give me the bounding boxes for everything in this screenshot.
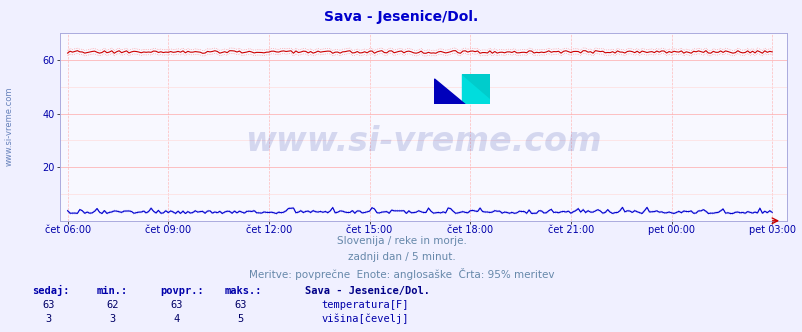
Text: 4: 4 (173, 314, 180, 324)
Polygon shape (434, 79, 464, 105)
Text: Sava - Jesenice/Dol.: Sava - Jesenice/Dol. (324, 10, 478, 24)
Text: 3: 3 (45, 314, 51, 324)
Text: www.si-vreme.com: www.si-vreme.com (5, 86, 14, 166)
Text: 3: 3 (109, 314, 115, 324)
Text: 63: 63 (170, 300, 183, 310)
Text: Sava - Jesenice/Dol.: Sava - Jesenice/Dol. (305, 286, 430, 296)
Text: www.si-vreme.com: www.si-vreme.com (245, 125, 602, 158)
Text: 63: 63 (234, 300, 247, 310)
Bar (462, 74, 490, 105)
Text: maks.:: maks.: (225, 286, 262, 296)
Text: višina[čevelj]: višina[čevelj] (321, 313, 408, 324)
Text: Slovenija / reke in morje.: Slovenija / reke in morje. (336, 236, 466, 246)
Text: temperatura[F]: temperatura[F] (321, 300, 408, 310)
Polygon shape (462, 74, 490, 99)
Text: 5: 5 (237, 314, 244, 324)
Text: Meritve: povprečne  Enote: anglosaške  Črta: 95% meritev: Meritve: povprečne Enote: anglosaške Črt… (249, 268, 553, 280)
Text: sedaj:: sedaj: (32, 285, 70, 296)
Text: zadnji dan / 5 minut.: zadnji dan / 5 minut. (347, 252, 455, 262)
Text: 63: 63 (42, 300, 55, 310)
Text: min.:: min.: (96, 286, 128, 296)
Text: povpr.:: povpr.: (160, 286, 204, 296)
Text: 62: 62 (106, 300, 119, 310)
